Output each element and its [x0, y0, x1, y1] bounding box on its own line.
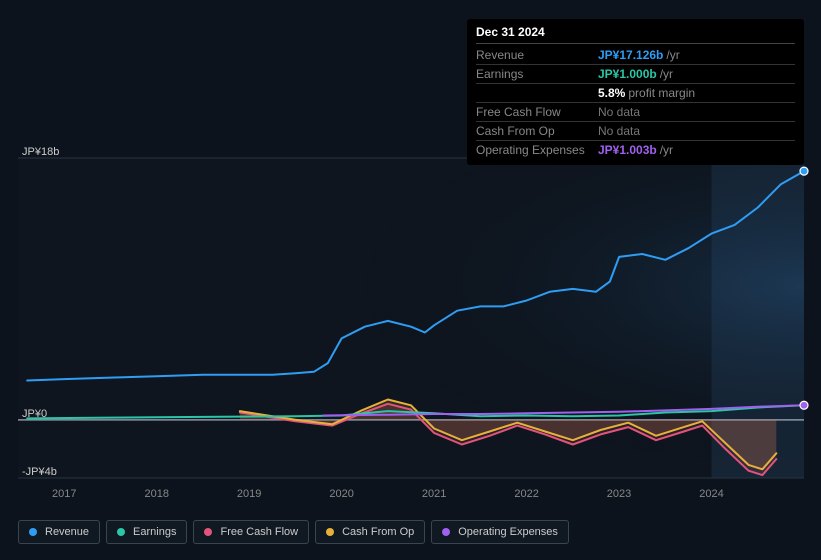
- tooltip-row-value: JP¥1.000b/yr: [598, 67, 673, 81]
- x-axis-label: 2018: [144, 488, 168, 500]
- legend-item-opex[interactable]: Operating Expenses: [431, 520, 569, 544]
- tooltip-row: RevenueJP¥17.126b/yr: [476, 46, 795, 65]
- legend-label: Revenue: [45, 526, 89, 538]
- y-axis-label: JP¥0: [22, 408, 47, 420]
- tooltip-row: Cash From OpNo data: [476, 122, 795, 141]
- tooltip-row: Operating ExpensesJP¥1.003b/yr: [476, 141, 795, 159]
- legend-dot-icon: [117, 528, 125, 536]
- tooltip-row-label: Revenue: [476, 48, 598, 62]
- legend-dot-icon: [29, 528, 37, 536]
- legend: Revenue Earnings Free Cash Flow Cash From O…: [18, 520, 569, 544]
- y-axis-label: -JP¥4b: [22, 466, 57, 478]
- x-axis-label: 2022: [514, 488, 538, 500]
- tooltip-row-value: No data: [598, 105, 640, 119]
- tooltip-row-value: No data: [598, 124, 640, 138]
- tooltip-row-label: Free Cash Flow: [476, 105, 598, 119]
- y-axis-label: JP¥18b: [22, 146, 59, 158]
- legend-dot-icon: [442, 528, 450, 536]
- chart-area[interactable]: JP¥18bJP¥0-JP¥4b 20172018201920202021202…: [18, 158, 804, 478]
- legend-label: Earnings: [133, 526, 176, 538]
- legend-label: Cash From Op: [342, 526, 414, 538]
- chart-svg: [18, 158, 804, 478]
- x-axis-label: 2023: [607, 488, 631, 500]
- legend-item-cfop[interactable]: Cash From Op: [315, 520, 425, 544]
- tooltip-row: 5.8%profit margin: [476, 84, 795, 103]
- tooltip-row-label: Cash From Op: [476, 124, 598, 138]
- tooltip-row-value: JP¥1.003b/yr: [598, 143, 673, 157]
- legend-dot-icon: [204, 528, 212, 536]
- hover-tooltip: Dec 31 2024 RevenueJP¥17.126b/yrEarnings…: [467, 19, 804, 165]
- x-axis-label: 2019: [237, 488, 261, 500]
- tooltip-row: Free Cash FlowNo data: [476, 103, 795, 122]
- tooltip-row-label: Earnings: [476, 67, 598, 81]
- legend-label: Operating Expenses: [458, 526, 558, 538]
- tooltip-row-label: Operating Expenses: [476, 143, 598, 157]
- tooltip-date: Dec 31 2024: [476, 25, 795, 44]
- tooltip-row: EarningsJP¥1.000b/yr: [476, 65, 795, 84]
- legend-item-revenue[interactable]: Revenue: [18, 520, 100, 544]
- tooltip-row-value: JP¥17.126b/yr: [598, 48, 680, 62]
- x-axis-label: 2017: [52, 488, 76, 500]
- legend-label: Free Cash Flow: [220, 526, 298, 538]
- legend-dot-icon: [326, 528, 334, 536]
- legend-item-earnings[interactable]: Earnings: [106, 520, 187, 544]
- x-axis-label: 2021: [422, 488, 446, 500]
- legend-item-fcf[interactable]: Free Cash Flow: [193, 520, 309, 544]
- x-axis-label: 2020: [329, 488, 353, 500]
- x-axis-label: 2024: [699, 488, 723, 500]
